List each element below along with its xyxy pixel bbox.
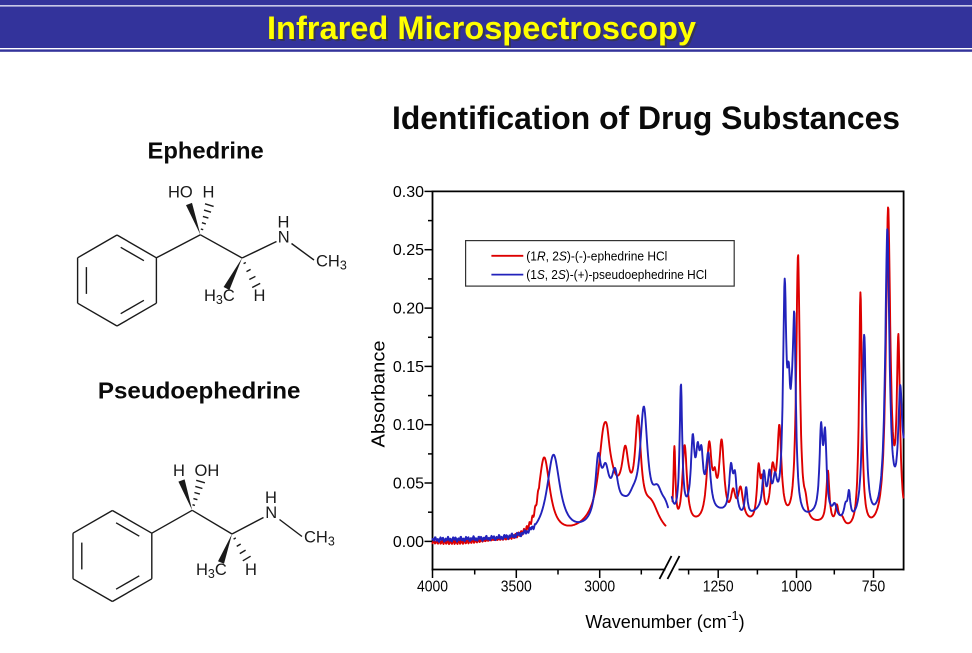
svg-text:0.05: 0.05 (393, 475, 424, 492)
svg-text:0.15: 0.15 (393, 359, 424, 376)
svg-text:0.10: 0.10 (393, 417, 424, 434)
svg-text:750: 750 (862, 579, 886, 596)
svg-text:H: H (173, 462, 185, 480)
svg-text:Ephedrine: Ephedrine (148, 137, 264, 163)
svg-text:-1: -1 (727, 608, 738, 623)
svg-text:(1S, 2S)-(+)-pseudoephedrine H: (1S, 2S)-(+)-pseudoephedrine HCl (526, 267, 707, 282)
svg-text:4000: 4000 (417, 579, 448, 596)
svg-text:N: N (265, 504, 277, 522)
svg-text:Infrared Microspectroscopy: Infrared Microspectroscopy (269, 12, 698, 48)
svg-text:CH3: CH3 (316, 253, 347, 273)
svg-text:Identification of Drug Substan: Identification of Drug Substances (392, 100, 900, 136)
svg-text:1000: 1000 (781, 579, 812, 596)
svg-text:Wavenumber (cm: Wavenumber (cm (585, 612, 726, 632)
svg-text:H3C: H3C (196, 561, 227, 581)
svg-text:HO: HO (168, 184, 193, 202)
svg-text:H: H (203, 184, 215, 202)
svg-text:H: H (265, 489, 277, 507)
svg-text:0.25: 0.25 (393, 242, 424, 259)
svg-text:(1R, 2S)-(-)-ephedrine HCl: (1R, 2S)-(-)-ephedrine HCl (526, 248, 667, 263)
svg-text:): ) (739, 612, 745, 632)
svg-text:N: N (278, 229, 290, 247)
svg-text:H: H (254, 287, 266, 305)
svg-text:OH: OH (195, 462, 220, 480)
svg-text:Infrared Microspectroscopy: Infrared Microspectroscopy (267, 10, 696, 46)
svg-text:Absorbance: Absorbance (369, 341, 389, 448)
svg-text:0.30: 0.30 (393, 184, 424, 201)
svg-text:3500: 3500 (501, 579, 532, 596)
svg-text:0.00: 0.00 (393, 534, 424, 551)
svg-text:H3C: H3C (204, 287, 235, 307)
svg-text:1250: 1250 (703, 579, 734, 596)
svg-text:CH3: CH3 (304, 529, 335, 549)
svg-text:0.20: 0.20 (393, 301, 424, 318)
svg-text:H: H (278, 214, 290, 232)
svg-text:3000: 3000 (584, 579, 615, 596)
svg-text:Pseudoephedrine: Pseudoephedrine (98, 378, 301, 404)
svg-text:H: H (245, 561, 257, 579)
